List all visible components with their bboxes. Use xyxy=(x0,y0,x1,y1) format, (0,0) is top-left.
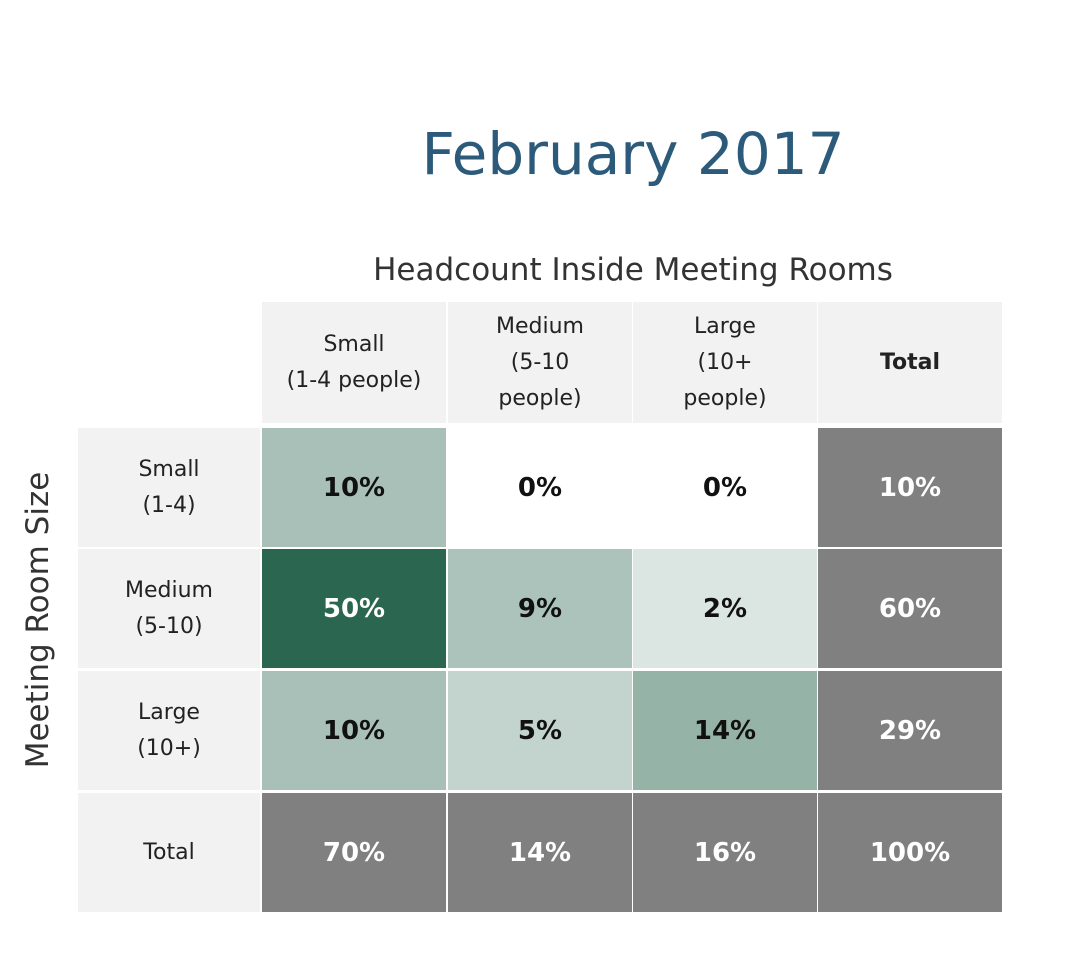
heatmap-cell: 14% xyxy=(633,671,817,790)
total-cell: 16% xyxy=(633,793,817,912)
column-axis-label: Headcount Inside Meeting Rooms xyxy=(373,252,893,288)
total-cell: 60% xyxy=(818,549,1002,668)
column-header: Small (1-4 people) xyxy=(262,302,446,423)
total-cell: 70% xyxy=(262,793,446,912)
row-header: Total xyxy=(78,793,260,912)
heatmap-cell: 5% xyxy=(448,671,632,790)
chart-title: February 2017 xyxy=(421,120,845,188)
heatmap-cell: 0% xyxy=(633,428,817,547)
total-cell: 14% xyxy=(448,793,632,912)
total-cell: 10% xyxy=(818,428,1002,547)
row-header: Medium (5-10) xyxy=(78,549,260,668)
row-header: Large (10+) xyxy=(78,671,260,790)
total-cell: 29% xyxy=(818,671,1002,790)
heatmap-cell: 9% xyxy=(448,549,632,668)
heatmap-cell: 10% xyxy=(262,671,446,790)
column-header: Medium (5-10 people) xyxy=(448,302,632,423)
total-cell: 100% xyxy=(818,793,1002,912)
row-header: Small (1-4) xyxy=(78,428,260,547)
column-header: Large (10+ people) xyxy=(633,302,817,423)
row-axis-label: Meeting Room Size xyxy=(20,471,56,769)
column-header: Total xyxy=(818,302,1002,423)
heatmap-cell: 50% xyxy=(262,549,446,668)
heatmap-cell: 10% xyxy=(262,428,446,547)
heatmap-cell: 0% xyxy=(448,428,632,547)
heatmap-cell: 2% xyxy=(633,549,817,668)
